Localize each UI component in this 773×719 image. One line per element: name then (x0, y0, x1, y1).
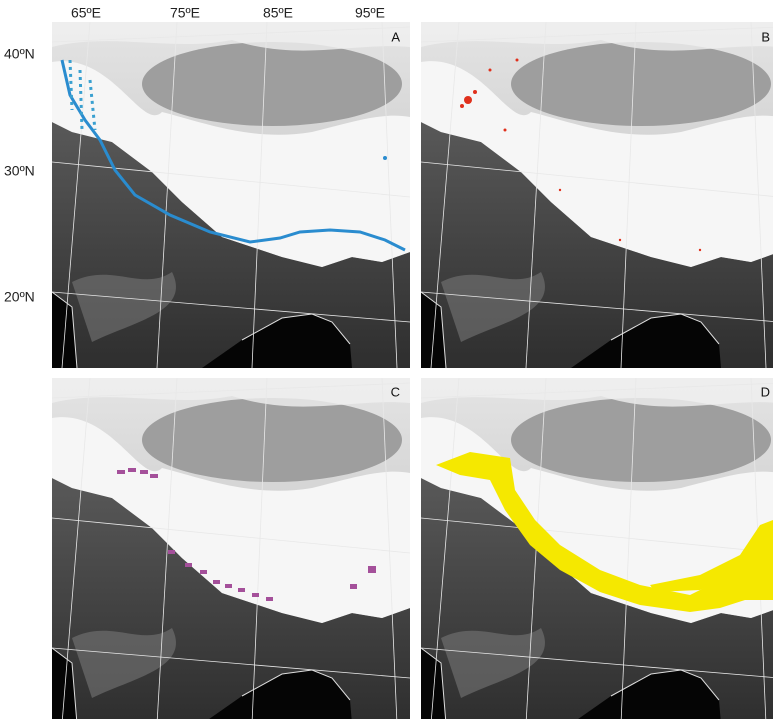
latitude-label: 30ºN (4, 163, 35, 179)
panel-b: B (421, 22, 773, 368)
panel-letter: C (391, 384, 400, 399)
panel-a: A (52, 22, 410, 368)
panel-c: C (52, 378, 410, 719)
panel-letter: B (761, 29, 770, 44)
latitude-label: 20ºN (4, 289, 35, 305)
longitude-label: 65ºE (71, 5, 101, 21)
latitude-label: 40ºN (4, 46, 35, 62)
longitude-label: 85ºE (263, 5, 293, 21)
panel-letter: A (391, 29, 400, 44)
map-figure: A B C D 65ºE 75ºE 85ºE 95ºE 40ºN 30ºN 20… (0, 0, 773, 719)
longitude-label: 95ºE (355, 5, 385, 21)
panel-letter: D (761, 384, 770, 399)
panel-d: D (421, 378, 773, 719)
longitude-label: 75ºE (170, 5, 200, 21)
figure: A B C D 65ºE 75ºE 85ºE 95ºE 40ºN 30ºN 20… (0, 0, 773, 719)
